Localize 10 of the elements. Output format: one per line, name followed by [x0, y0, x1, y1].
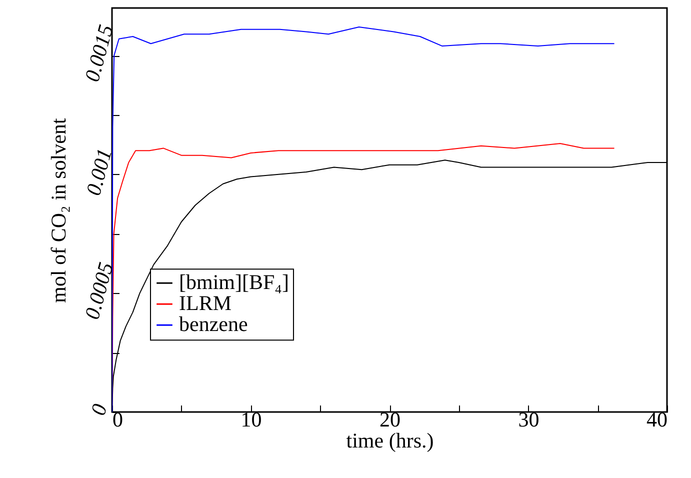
y-tick-label: 0.0015 — [80, 22, 118, 84]
y-tick-label: 0.0005 — [80, 260, 118, 322]
y-tick-label: 0.001 — [81, 146, 117, 198]
x-axis-title: time (hrs.) — [346, 428, 434, 452]
x-tick-label: 30 — [518, 408, 540, 432]
x-tick-label: 20 — [380, 408, 400, 432]
x-tick-label: 40 — [646, 408, 668, 432]
x-tick-label: 10 — [240, 408, 262, 432]
line-series — [112, 26, 615, 412]
y-axis-title: mol of CO₂ in solvent — [46, 118, 71, 303]
